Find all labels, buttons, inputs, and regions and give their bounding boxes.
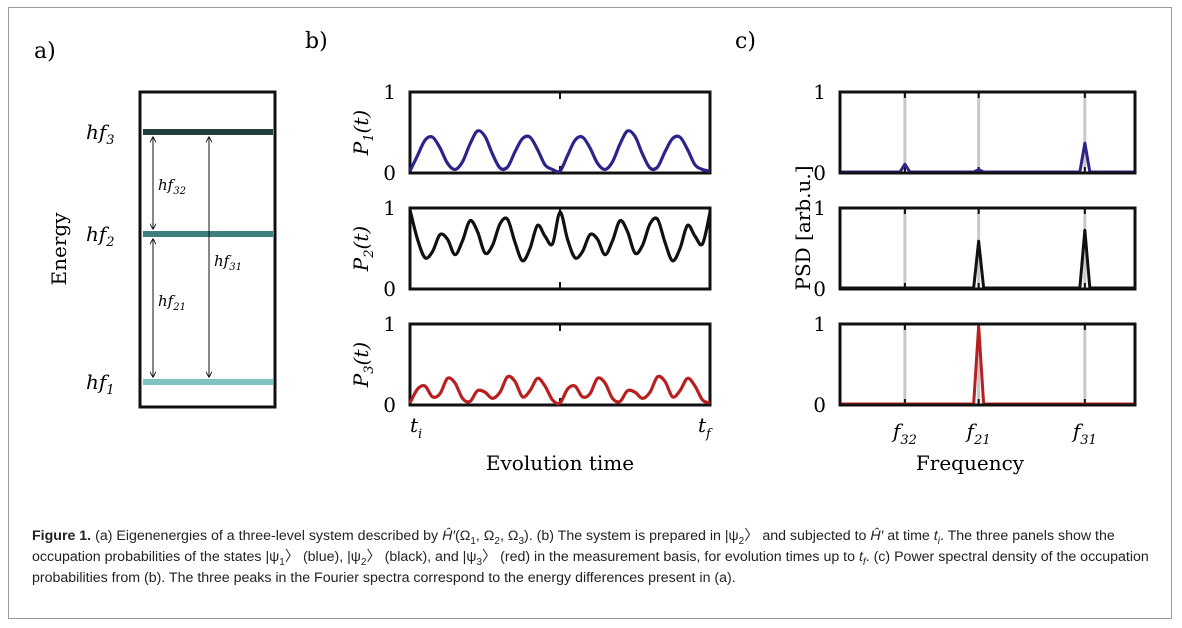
panel-b-series-1 bbox=[408, 129, 711, 174]
panel-c-xlabel: Frequency bbox=[916, 451, 1025, 475]
panel-a-frame bbox=[138, 90, 277, 409]
panel-c-series-3 bbox=[840, 324, 1135, 406]
panel-label-a: a) bbox=[34, 39, 56, 64]
panel-label-c: c) bbox=[735, 29, 756, 54]
panel-b-series-3 bbox=[408, 374, 711, 406]
transition-label-21: hf21 bbox=[158, 292, 186, 313]
caption-time: t bbox=[933, 528, 938, 544]
panel-c-xtick-32: f32 bbox=[891, 419, 917, 448]
panel-b-ylabel-1: P1(t) bbox=[349, 110, 377, 156]
panel-b-xtick-ti: ti bbox=[410, 413, 422, 442]
caption-label: Figure 1. bbox=[32, 528, 92, 544]
caption-hamiltonian: Ĥ′ bbox=[870, 528, 884, 544]
panel-c-series-1 bbox=[840, 141, 1135, 174]
panel-a: Energy hf3 hf2 hf1 hf32 hf21 hf31 bbox=[47, 90, 277, 409]
figure-caption: Figure 1. (a) Eigenenergies of a three-l… bbox=[32, 526, 1152, 589]
panel-b-xtick-tf: tf bbox=[698, 413, 713, 442]
panel-a-ylabel: Energy bbox=[47, 212, 71, 286]
caption-sub: 2 bbox=[738, 535, 745, 547]
panel-b-xlabel: Evolution time bbox=[486, 451, 634, 475]
caption-text: 〉 and subjected to bbox=[744, 528, 871, 544]
figure-graphic: a) b) c) Energy hf3 hf2 hf1 hf32 hf21 hf… bbox=[34, 29, 1137, 475]
panel-b-ylabel-2: P2(t) bbox=[349, 226, 377, 272]
level-label-3: hf3 bbox=[86, 120, 115, 148]
panel-b-ylabel-3: P3(t) bbox=[349, 342, 377, 388]
caption-text: (Ω bbox=[454, 528, 471, 544]
panel-c-series-2 bbox=[840, 228, 1135, 290]
caption-text: 〉 (black), and |ψ bbox=[366, 549, 477, 565]
caption-sub: 1 bbox=[470, 535, 476, 547]
panel-label-b: b) bbox=[305, 29, 328, 54]
caption-text: . The three panels show the occupation p… bbox=[32, 528, 1115, 565]
panel-c-ytick-0: 0 bbox=[813, 161, 826, 185]
caption-time: t bbox=[858, 549, 863, 565]
panel-c-xtick-31: f31 bbox=[1071, 419, 1097, 448]
caption-text: 〉 (red) in the measurement basis, for ev… bbox=[482, 549, 859, 565]
panel-c-axes-1 bbox=[838, 90, 1137, 175]
caption-sub: 2 bbox=[360, 556, 367, 568]
panel-c-xtick-21: f21 bbox=[965, 419, 991, 448]
panel-c-ytick-1: 1 bbox=[813, 80, 826, 104]
panel-b-series-2 bbox=[408, 209, 712, 263]
panel-c-ytick-1: 1 bbox=[813, 312, 826, 336]
panel-b-ytick-1: 1 bbox=[383, 196, 396, 220]
caption-sub: i bbox=[937, 535, 940, 547]
panel-b-axes-1 bbox=[408, 90, 712, 175]
level-label-2: hf2 bbox=[86, 222, 115, 250]
caption-text: , Ω bbox=[499, 528, 519, 544]
panel-b-axes-2 bbox=[408, 206, 712, 291]
caption-text: ). (b) The system is prepared in |ψ bbox=[524, 528, 739, 544]
panel-b-ytick-1: 1 bbox=[383, 312, 396, 336]
caption-text: 〉 (blue), |ψ bbox=[284, 549, 361, 565]
panel-b-ytick-0: 0 bbox=[383, 277, 396, 301]
panel-c-axes-2 bbox=[838, 206, 1137, 291]
caption-text: at time bbox=[883, 528, 934, 544]
caption-hamiltonian: Ĥ′ bbox=[442, 528, 455, 544]
caption-sub: f bbox=[862, 556, 866, 568]
panel-b-ytick-0: 0 bbox=[383, 393, 396, 417]
panel-b-ytick-1: 1 bbox=[383, 80, 396, 104]
caption-sub: 1 bbox=[279, 556, 285, 568]
caption-sub: 3 bbox=[518, 535, 525, 547]
panel-c: 1 0 1 0 1 0 f32 f21 f31 bbox=[813, 80, 1137, 448]
panel-c-ytick-1: 1 bbox=[813, 196, 826, 220]
caption-sub: 2 bbox=[494, 535, 500, 547]
caption-text: . (c) Power spectral density of the occu… bbox=[32, 549, 1149, 586]
panel-c-ytick-0: 0 bbox=[813, 277, 826, 301]
caption-text: , Ω bbox=[475, 528, 495, 544]
panel-b-ytick-0: 0 bbox=[383, 161, 396, 185]
panel-b-axes-3 bbox=[408, 322, 712, 407]
panel-c-ytick-0: 0 bbox=[813, 393, 826, 417]
caption-sub: 3 bbox=[476, 556, 483, 568]
panel-c-axes-3 bbox=[838, 322, 1137, 407]
panel-c-ylabel: PSD [arb.u.] bbox=[791, 165, 815, 290]
caption-text: (a) Eigenenergies of a three-level syste… bbox=[95, 528, 443, 544]
level-label-1: hf1 bbox=[86, 370, 115, 398]
transition-label-31: hf31 bbox=[214, 252, 242, 273]
transition-label-32: hf32 bbox=[158, 176, 186, 197]
